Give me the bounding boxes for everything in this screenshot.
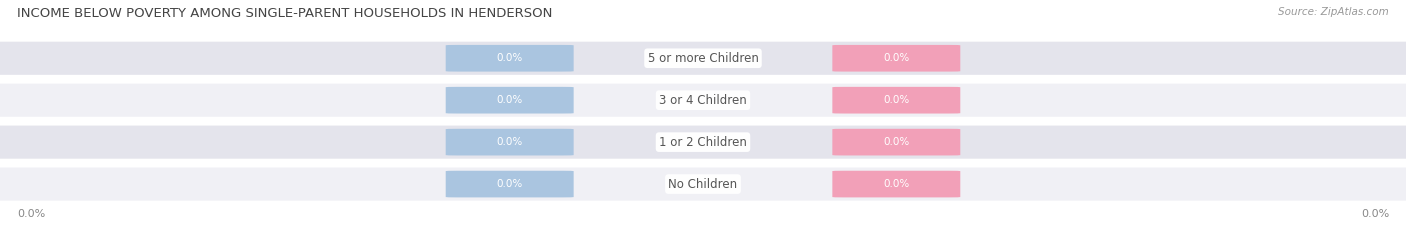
Text: No Children: No Children: [668, 178, 738, 191]
Text: 0.0%: 0.0%: [496, 53, 523, 63]
Text: INCOME BELOW POVERTY AMONG SINGLE-PARENT HOUSEHOLDS IN HENDERSON: INCOME BELOW POVERTY AMONG SINGLE-PARENT…: [17, 7, 553, 20]
Text: Source: ZipAtlas.com: Source: ZipAtlas.com: [1278, 7, 1389, 17]
FancyBboxPatch shape: [0, 126, 1406, 159]
Text: 3 or 4 Children: 3 or 4 Children: [659, 94, 747, 107]
FancyBboxPatch shape: [0, 42, 1406, 75]
FancyBboxPatch shape: [832, 87, 960, 113]
FancyBboxPatch shape: [832, 45, 960, 72]
FancyBboxPatch shape: [832, 171, 960, 197]
FancyBboxPatch shape: [0, 84, 1406, 117]
Text: 0.0%: 0.0%: [883, 179, 910, 189]
Text: 0.0%: 0.0%: [17, 209, 45, 219]
FancyBboxPatch shape: [446, 171, 574, 197]
FancyBboxPatch shape: [446, 129, 574, 155]
Text: 0.0%: 0.0%: [496, 137, 523, 147]
Text: 0.0%: 0.0%: [1361, 209, 1389, 219]
Text: 5 or more Children: 5 or more Children: [648, 52, 758, 65]
Text: 0.0%: 0.0%: [496, 179, 523, 189]
FancyBboxPatch shape: [446, 45, 574, 72]
Text: 1 or 2 Children: 1 or 2 Children: [659, 136, 747, 149]
FancyBboxPatch shape: [0, 168, 1406, 201]
FancyBboxPatch shape: [446, 87, 574, 113]
Text: 0.0%: 0.0%: [883, 137, 910, 147]
Text: 0.0%: 0.0%: [496, 95, 523, 105]
Text: 0.0%: 0.0%: [883, 53, 910, 63]
FancyBboxPatch shape: [832, 129, 960, 155]
Text: 0.0%: 0.0%: [883, 95, 910, 105]
